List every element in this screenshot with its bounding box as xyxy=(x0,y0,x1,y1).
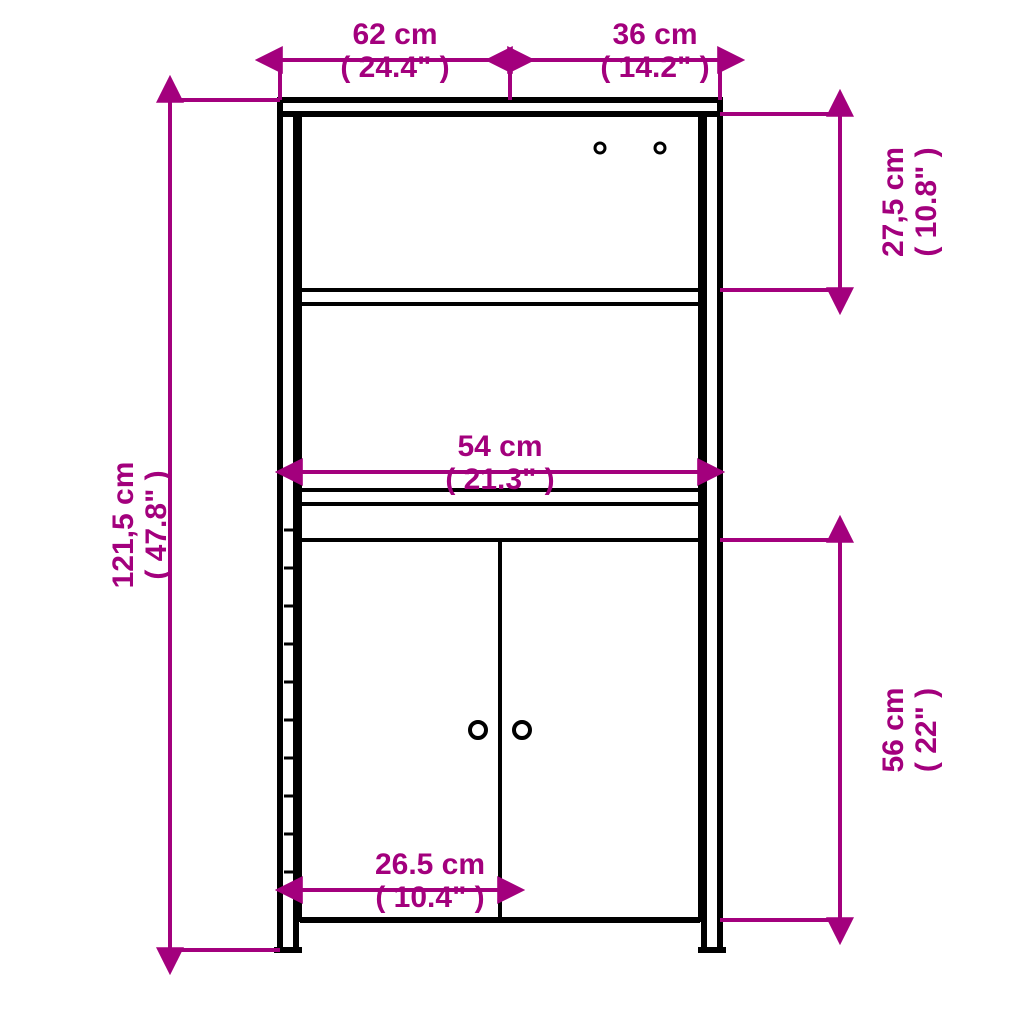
dim-label-inner_w: 54 cm( 21.3" ) xyxy=(445,430,554,496)
dim-label-shelf_h: 27,5 cm( 10.8" ) xyxy=(877,147,943,257)
dim-label-door_h: 56 cm( 22" ) xyxy=(877,687,943,772)
dim-label-depth: 36 cm( 14.2" ) xyxy=(600,18,709,84)
dim-label-width: 62 cm( 24.4" ) xyxy=(340,18,449,84)
dim-label-total_h: 121,5 cm( 47.8" ) xyxy=(107,462,173,589)
dim-label-door_w: 26.5 cm( 10.4" ) xyxy=(375,848,485,914)
cabinet-dimension-diagram: 62 cm( 24.4" ) 36 cm( 14.2" ) 121,5 cm( 47… xyxy=(0,0,1024,1024)
